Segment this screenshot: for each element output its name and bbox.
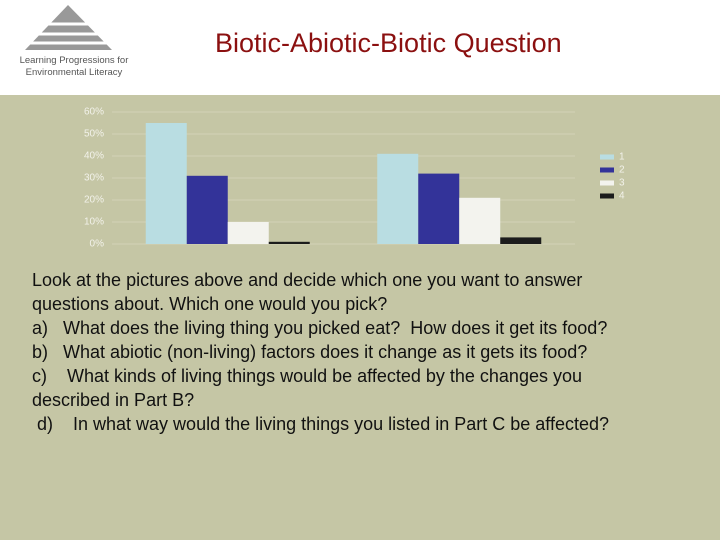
logo-text: Environmental Literacy xyxy=(25,67,123,78)
logo-text: Learning Progressions for xyxy=(19,55,129,66)
legend-swatch xyxy=(600,167,614,173)
legend-label: 2 xyxy=(619,165,625,176)
body-line: questions about. Which one would you pic… xyxy=(32,294,388,314)
bar xyxy=(186,175,228,244)
body-text: Look at the pictures above and decide wh… xyxy=(32,268,609,436)
slide-title: Biotic-Abiotic-Biotic Question xyxy=(215,28,562,58)
y-tick-label: 20% xyxy=(84,195,104,206)
body-line: c) What kinds of living things would be … xyxy=(32,366,582,386)
logo-pyramid xyxy=(25,5,112,50)
y-tick-label: 30% xyxy=(84,173,104,184)
legend-label: 1 xyxy=(619,152,625,163)
logo-icon xyxy=(20,5,120,50)
y-tick-label: 0% xyxy=(90,239,105,250)
y-tick-label: 60% xyxy=(84,107,104,118)
y-tick-label: 40% xyxy=(84,151,104,162)
body-line: described in Part B? xyxy=(32,390,195,410)
legend-swatch xyxy=(600,154,614,160)
chart: 0% 10% 20% 30% 40% 50% 60% 1 2 3 4 xyxy=(84,107,625,250)
legend-label: 3 xyxy=(619,178,625,189)
y-tick-label: 10% xyxy=(84,217,104,228)
legend-swatch xyxy=(600,180,614,186)
body-line: a) What does the living thing you picked… xyxy=(32,318,608,338)
bar xyxy=(500,237,542,244)
y-tick-label: 50% xyxy=(84,129,104,140)
bar xyxy=(459,197,501,244)
legend-swatch xyxy=(600,193,614,199)
body-line: b) What abiotic (non-living) factors doe… xyxy=(32,342,588,362)
body-line: d) In what way would the living things y… xyxy=(32,414,609,434)
body-line: Look at the pictures above and decide wh… xyxy=(32,270,583,290)
bar xyxy=(268,241,310,244)
bar xyxy=(377,153,419,244)
header: Learning Progressions for Environmental … xyxy=(0,0,720,95)
bar xyxy=(418,173,460,244)
bar xyxy=(227,222,269,244)
bar xyxy=(145,123,187,244)
legend-label: 4 xyxy=(619,191,625,202)
